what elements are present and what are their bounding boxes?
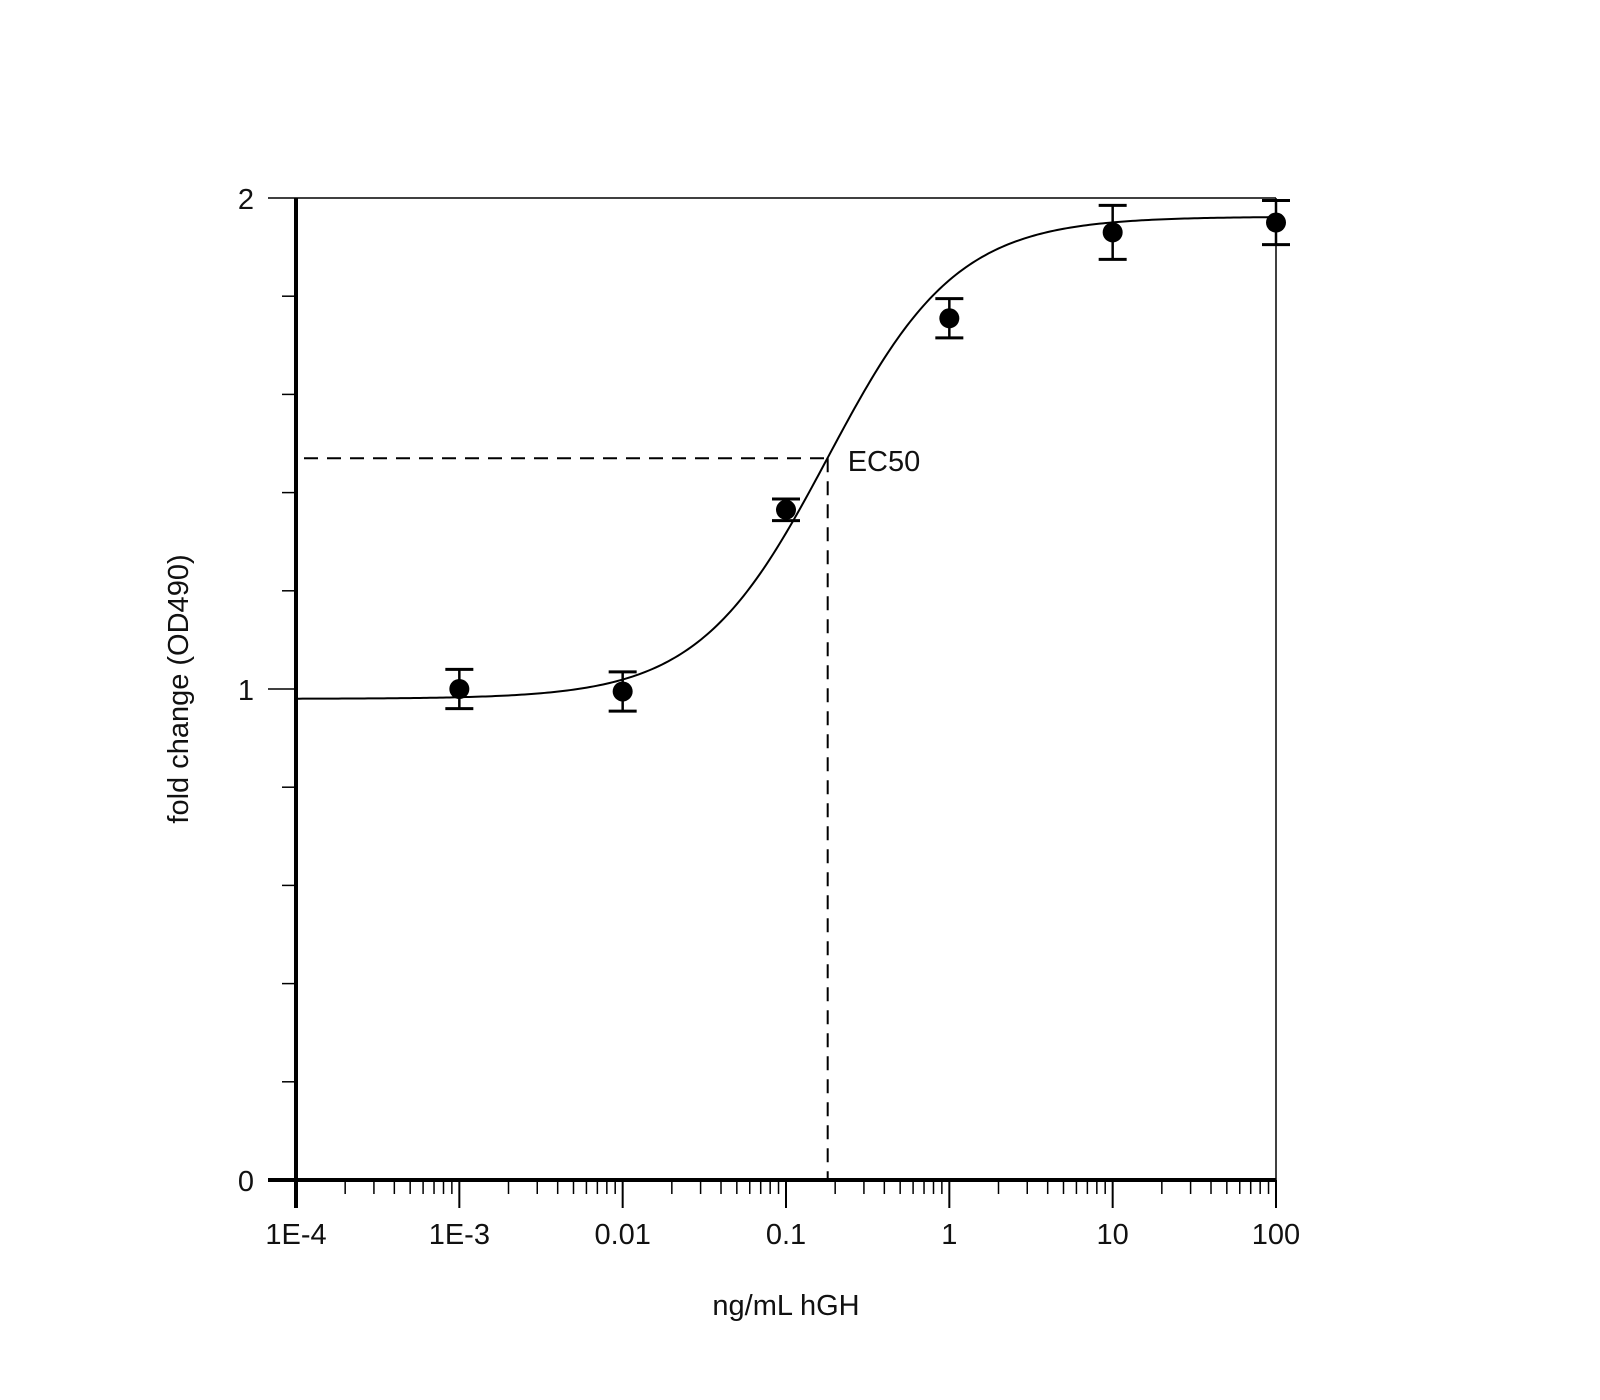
x-tick-label: 1E-4: [265, 1219, 326, 1251]
axis-ticks: [268, 197, 1277, 1208]
data-point: [939, 308, 960, 329]
data-point: [776, 499, 796, 520]
x-tick-label: 100: [1252, 1219, 1300, 1251]
data-point: [1266, 212, 1286, 233]
x-tick-label: 1E-3: [429, 1219, 490, 1251]
tick-labels: 0 1 2 1E-4 1E-3 0.01 0.1 1 10 100 EC50: [238, 184, 1300, 1251]
y-tick-label: 2: [238, 184, 254, 216]
data-point: [449, 679, 470, 699]
plot-frame: [268, 197, 1277, 1208]
x-tick-label: 0.1: [766, 1219, 806, 1251]
x-axis-title: ng/mL hGH: [712, 1290, 859, 1322]
data-point: [612, 681, 633, 702]
ec50-label: EC50: [848, 446, 921, 478]
data-point: [1102, 222, 1123, 243]
data-points: [445, 198, 1290, 713]
x-tick-label: 1: [941, 1219, 957, 1251]
x-tick-label: 0.01: [594, 1219, 650, 1251]
y-axis-title: fold change (OD490): [163, 554, 195, 823]
ec50-guide-lines: [304, 457, 829, 1180]
x-tick-label: 10: [1097, 1219, 1129, 1251]
y-tick-label: 0: [238, 1166, 254, 1198]
y-tick-label: 1: [238, 675, 254, 707]
